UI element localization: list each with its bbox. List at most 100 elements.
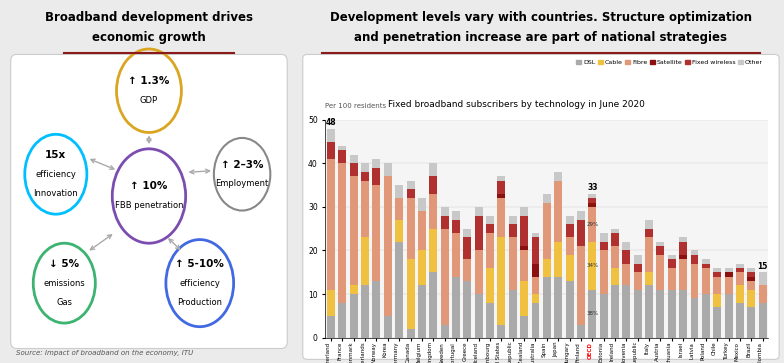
Text: ↑ 1.3%: ↑ 1.3%	[129, 76, 169, 86]
Bar	[350, 294, 358, 338]
Text: Employment: Employment	[216, 179, 269, 188]
Bar	[759, 303, 767, 338]
Bar	[520, 216, 528, 246]
Bar	[407, 259, 415, 329]
Bar	[486, 303, 494, 338]
Bar	[565, 255, 574, 281]
Text: 29%: 29%	[586, 222, 598, 227]
Bar	[633, 290, 641, 338]
Bar	[747, 290, 755, 307]
Bar	[713, 277, 721, 294]
Bar	[565, 224, 574, 237]
Bar	[588, 194, 597, 198]
Bar	[372, 168, 380, 185]
Bar	[497, 198, 506, 237]
Bar	[713, 272, 721, 277]
Text: ↑ 2–3%: ↑ 2–3%	[221, 160, 263, 170]
Text: GDP: GDP	[140, 96, 158, 105]
Bar	[430, 163, 437, 176]
Bar	[600, 233, 608, 242]
Bar	[520, 281, 528, 316]
Bar	[543, 203, 551, 259]
Bar	[611, 246, 619, 268]
Bar	[532, 237, 539, 264]
Bar	[532, 303, 539, 338]
Bar	[622, 264, 630, 285]
Bar	[702, 268, 710, 294]
Bar	[611, 229, 619, 233]
Bar	[656, 255, 664, 290]
Bar	[691, 264, 699, 298]
Bar	[430, 229, 437, 272]
Bar	[497, 194, 506, 198]
Bar	[622, 242, 630, 250]
Bar	[497, 325, 506, 338]
Bar	[611, 285, 619, 338]
Bar	[543, 277, 551, 338]
Bar	[520, 246, 528, 250]
Bar	[339, 163, 347, 303]
Bar	[372, 159, 380, 168]
Bar	[509, 224, 517, 237]
Bar	[724, 294, 732, 338]
Bar	[577, 246, 585, 325]
Bar	[486, 268, 494, 303]
Bar	[645, 272, 653, 285]
Bar	[736, 303, 744, 338]
Bar	[588, 290, 597, 338]
Bar	[418, 285, 426, 338]
Text: FBB penetration: FBB penetration	[114, 201, 183, 210]
Bar	[430, 194, 437, 229]
Bar	[452, 220, 460, 233]
Bar	[554, 277, 562, 338]
Bar	[509, 290, 517, 338]
Bar	[736, 285, 744, 303]
Text: ↓ 5%: ↓ 5%	[49, 259, 79, 269]
Bar	[441, 229, 448, 325]
Bar	[327, 129, 335, 142]
Bar	[679, 259, 687, 290]
Bar	[395, 185, 403, 198]
Bar	[327, 159, 335, 290]
Bar	[633, 264, 641, 272]
Bar	[747, 307, 755, 338]
Bar	[350, 285, 358, 294]
Bar	[372, 185, 380, 281]
Text: ↑ 10%: ↑ 10%	[130, 182, 168, 191]
Bar	[339, 146, 347, 150]
Bar	[713, 307, 721, 338]
Text: Innovation: Innovation	[34, 189, 78, 198]
Bar	[509, 237, 517, 290]
Bar	[679, 237, 687, 242]
Bar	[361, 163, 369, 172]
Bar	[475, 294, 483, 338]
Bar	[565, 216, 574, 224]
Text: Source: Impact of broadband on the economy, ITU: Source: Impact of broadband on the econo…	[16, 350, 194, 356]
Text: Fixed broadband subscribers by technology in June 2020: Fixed broadband subscribers by technolog…	[388, 100, 644, 109]
Bar	[361, 172, 369, 181]
Bar	[339, 150, 347, 163]
Bar	[736, 272, 744, 285]
Bar	[691, 255, 699, 264]
Bar	[361, 237, 369, 285]
Bar	[702, 294, 710, 338]
Bar	[463, 229, 471, 237]
Bar	[463, 259, 471, 281]
Text: 34%: 34%	[586, 263, 598, 268]
Bar	[452, 277, 460, 338]
Bar	[532, 277, 539, 294]
Bar	[622, 285, 630, 338]
Bar	[418, 250, 426, 285]
Bar	[520, 250, 528, 281]
Bar	[407, 329, 415, 338]
Bar	[430, 176, 437, 194]
Bar	[486, 224, 494, 233]
Bar	[509, 216, 517, 224]
Bar	[747, 268, 755, 272]
Text: 15x: 15x	[45, 150, 67, 160]
Bar	[475, 207, 483, 216]
Bar	[645, 220, 653, 229]
Bar	[588, 198, 597, 203]
Text: 15: 15	[757, 261, 768, 270]
Bar	[327, 316, 335, 338]
